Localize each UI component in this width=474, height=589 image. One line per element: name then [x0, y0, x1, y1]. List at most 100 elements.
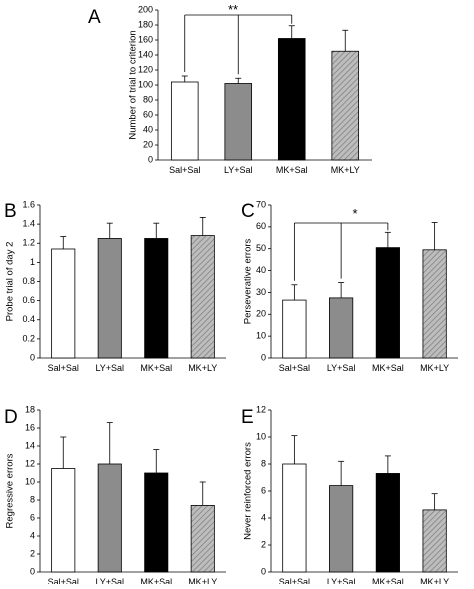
- y-tick-label: 0: [30, 352, 35, 362]
- bar: [224, 83, 253, 161]
- y-axis-label: Perseverative errors: [243, 238, 254, 324]
- panel-label: A: [88, 7, 101, 28]
- y-tick-label: 140: [138, 49, 153, 59]
- x-tick-label: MK+Sal: [140, 577, 172, 584]
- panel-label: C: [241, 201, 255, 222]
- y-tick-label: 1: [30, 257, 35, 267]
- y-tick-label: 50: [256, 243, 266, 253]
- y-axis-label: Regressive errors: [5, 453, 16, 528]
- bar: [375, 247, 400, 359]
- y-tick-label: 0: [261, 352, 266, 362]
- panel-label: E: [241, 407, 254, 428]
- y-tick-label: 40: [143, 124, 153, 134]
- bar: [282, 299, 307, 359]
- y-tick-label: 40: [256, 265, 266, 275]
- x-tick-label: Sal+Sal: [279, 577, 310, 584]
- x-tick-label: MK+Sal: [372, 577, 404, 584]
- y-tick-label: 1.4: [22, 219, 35, 229]
- bar: [329, 485, 354, 573]
- y-tick-label: 0.8: [22, 276, 35, 286]
- significance-annotation: **: [228, 2, 238, 17]
- y-tick-label: 60: [256, 221, 266, 231]
- y-tick-label: 200: [138, 4, 153, 14]
- y-tick-label: 4: [261, 512, 266, 522]
- x-tick-label: MK+LY: [331, 165, 360, 175]
- y-tick-label: 6: [261, 485, 266, 495]
- chart-panel-e: E 0 2 4 6 8 10 12 Never reinforced errors Sal+Sal…: [241, 404, 458, 587]
- x-tick-label: LY+Sal: [95, 577, 124, 584]
- y-tick-label: 12: [256, 404, 266, 414]
- y-tick-label: 80: [143, 94, 153, 104]
- bar: [190, 235, 215, 359]
- y-tick-label: 100: [138, 79, 153, 89]
- x-tick-label: MK+Sal: [140, 363, 172, 373]
- y-tick-label: 1.6: [22, 199, 35, 209]
- y-tick-label: 20: [143, 139, 153, 149]
- y-tick-label: 0.4: [22, 314, 35, 324]
- x-tick-label: MK+Sal: [372, 363, 404, 373]
- y-tick-label: 4: [30, 530, 35, 540]
- y-tick-label: 6: [30, 512, 35, 522]
- x-tick-label: Sal+Sal: [169, 165, 200, 175]
- bar: [97, 238, 122, 359]
- x-tick-label: MK+LY: [188, 577, 217, 584]
- y-tick-label: 0: [261, 566, 266, 576]
- y-tick-label: 14: [25, 440, 35, 450]
- bar: [144, 472, 169, 573]
- x-tick-label: Sal+Sal: [48, 363, 79, 373]
- bar: [51, 468, 76, 573]
- bar: [277, 38, 306, 161]
- y-axis-label: Probe trial of day 2: [5, 242, 16, 322]
- y-axis-label: Number of trial to criterion: [128, 30, 139, 139]
- bar: [170, 81, 199, 161]
- bar: [97, 463, 122, 573]
- y-tick-label: 0: [30, 566, 35, 576]
- y-tick-label: 120: [138, 64, 153, 74]
- chart-panel-d: D 0 2 4 6 8 10 12 14 16 18 Regressive errors Sal+Sal…: [4, 404, 226, 587]
- bar: [329, 297, 354, 359]
- x-tick-label: Sal+Sal: [279, 363, 310, 373]
- x-tick-label: LY+Sal: [224, 165, 253, 175]
- chart-panel-a: A 0 20 40 60 80 100 120 140 160 180 200 Number of tr…: [88, 2, 372, 175]
- x-tick-label: MK+LY: [188, 363, 217, 373]
- y-tick-label: 160: [138, 34, 153, 44]
- x-tick-label: MK+LY: [420, 577, 449, 584]
- bar: [375, 473, 400, 573]
- y-tick-label: 12: [25, 458, 35, 468]
- y-tick-label: 180: [138, 19, 153, 29]
- x-tick-label: Sal+Sal: [48, 577, 79, 584]
- chart-panel-c: C 0 10 20 30 40 50 60 70 Perseverative errors Sal+…: [241, 199, 458, 373]
- y-tick-label: 2: [30, 548, 35, 558]
- significance-annotation: *: [352, 206, 357, 221]
- y-tick-label: 16: [25, 422, 35, 432]
- bar: [144, 238, 169, 359]
- y-tick-label: 70: [256, 199, 266, 209]
- y-tick-label: 8: [30, 494, 35, 504]
- bar: [282, 463, 307, 573]
- y-tick-label: 20: [256, 309, 266, 319]
- x-tick-label: LY+Sal: [327, 363, 356, 373]
- y-tick-label: 10: [256, 331, 266, 341]
- y-tick-label: 18: [25, 404, 35, 414]
- x-tick-label: LY+Sal: [95, 363, 124, 373]
- panel-label: B: [4, 201, 17, 222]
- y-axis-label: Never reinforced errors: [243, 442, 254, 540]
- y-tick-label: 0.6: [22, 295, 35, 305]
- bar: [51, 248, 76, 359]
- y-tick-label: 30: [256, 287, 266, 297]
- y-tick-label: 10: [256, 431, 266, 441]
- y-tick-label: 0.2: [22, 333, 35, 343]
- y-tick-label: 2: [261, 539, 266, 549]
- panel-label: D: [4, 407, 18, 428]
- y-tick-label: 1.2: [22, 238, 35, 248]
- y-tick-label: 0: [148, 154, 153, 164]
- x-tick-label: MK+Sal: [276, 165, 308, 175]
- bar: [422, 509, 447, 573]
- y-tick-label: 8: [261, 458, 266, 468]
- y-tick-label: 10: [25, 476, 35, 486]
- x-tick-label: MK+LY: [420, 363, 449, 373]
- bar: [422, 249, 447, 359]
- chart-panel-b: B 0 0.2 0.4 0.6 0.8 1 1.2 1.4 1.6 Probe trial of d…: [4, 199, 226, 373]
